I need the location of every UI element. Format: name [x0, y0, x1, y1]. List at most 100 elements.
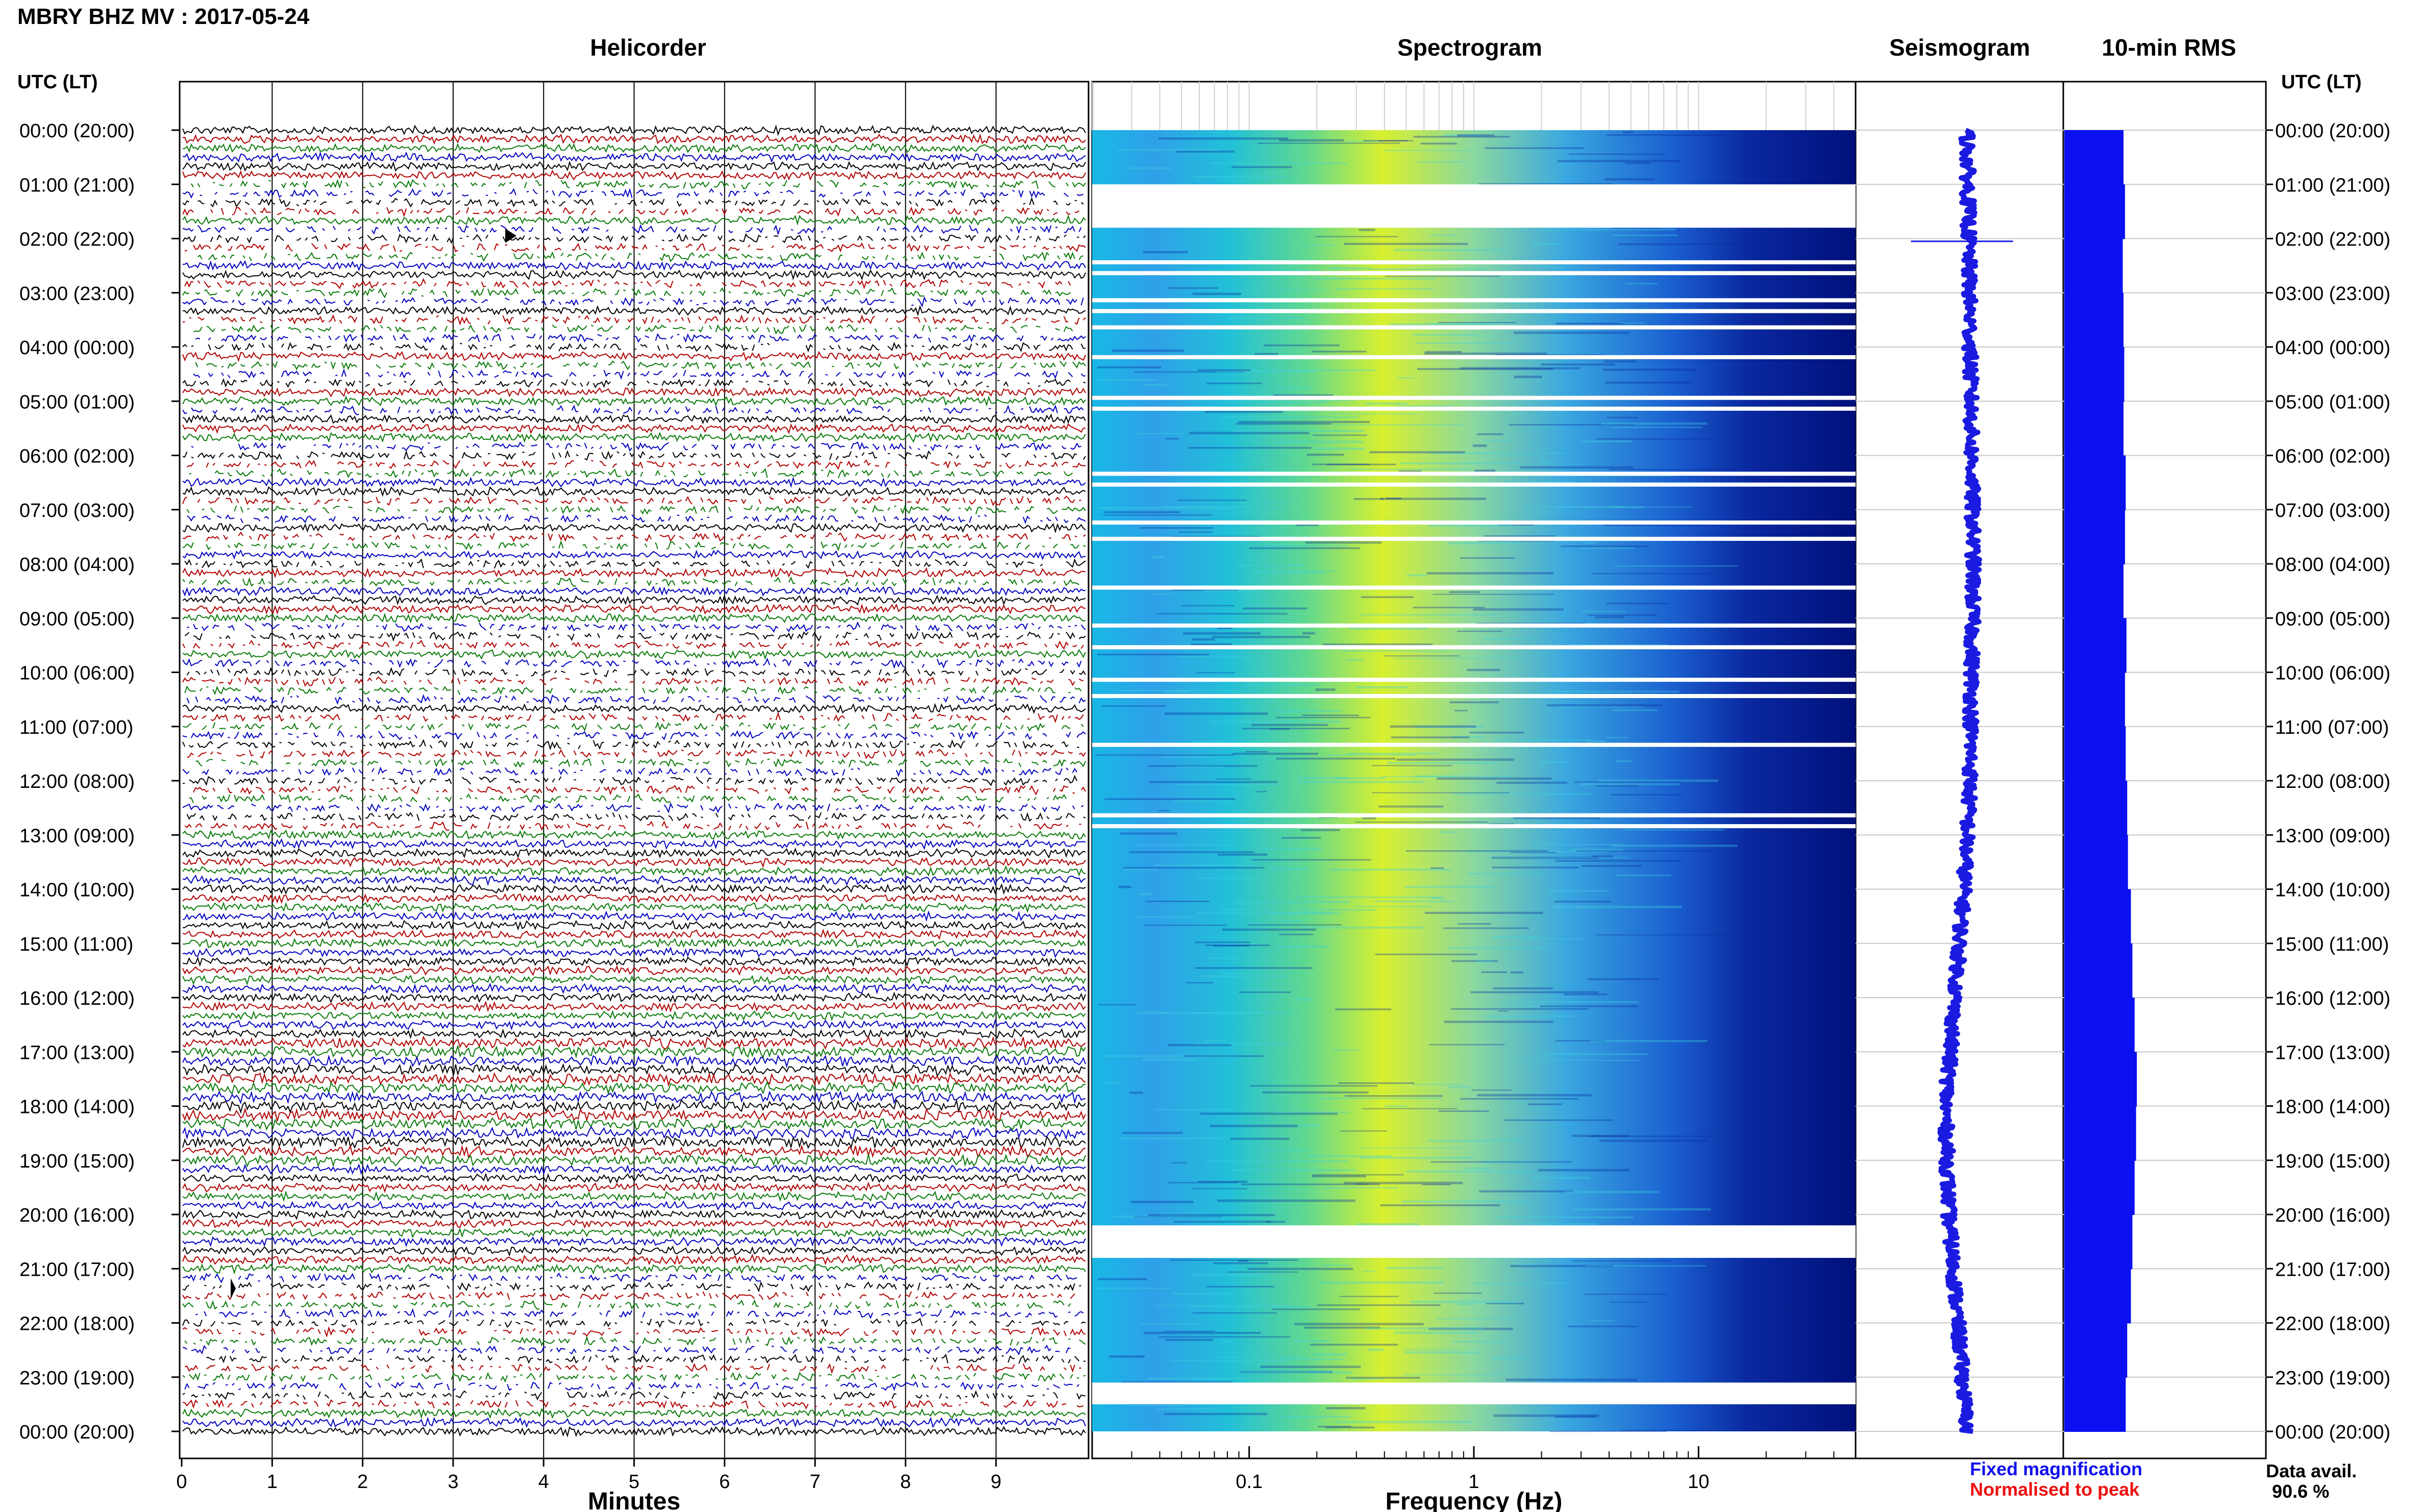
spectrogram-texture	[1399, 470, 1422, 473]
helicorder-trace	[182, 540, 1086, 552]
spectrogram-texture	[1118, 885, 1131, 888]
spectrogram-texture	[1280, 920, 1302, 923]
spectrogram-texture	[1504, 1119, 1613, 1121]
spectrogram-texture	[1279, 1358, 1343, 1360]
spectrogram-texture	[1158, 1336, 1290, 1338]
spectrogram-texture	[1164, 712, 1268, 715]
time-tick-label-right: 19:00 (15:00)	[2275, 1151, 2390, 1172]
helicorder-trace	[182, 531, 1086, 542]
helicorder-trace	[182, 992, 1086, 1004]
spectrogram-texture	[1492, 936, 1539, 939]
spectrogram-texture	[1213, 945, 1250, 947]
spectrogram-texture	[1198, 1410, 1214, 1412]
spectrogram-texture	[1326, 1407, 1366, 1409]
time-tick-label-left: 16:00 (12:00)	[19, 988, 135, 1009]
spectrogram-texture	[1496, 781, 1568, 784]
helicorder-trace	[182, 1126, 1086, 1141]
spectrogram-texture	[1232, 753, 1318, 755]
spectrogram-texture	[1539, 461, 1554, 463]
helicorder-event	[231, 1278, 236, 1299]
spectrogram-texture	[1245, 751, 1268, 753]
spectrogram-texture	[1221, 908, 1276, 911]
spectrogram-texture	[1525, 506, 1623, 508]
rms-bar	[2064, 347, 2125, 402]
spectrogram-texture	[1383, 655, 1460, 657]
spectrogram-texture	[1538, 266, 1550, 267]
helicorder-trace	[182, 603, 1086, 615]
spectrogram-texture	[1510, 1265, 1613, 1268]
spectrogram-texture	[1238, 564, 1304, 567]
spectrogram-texture	[1294, 1323, 1424, 1326]
spectrogram-texture	[1362, 1271, 1375, 1272]
spectrogram-texture	[1192, 1188, 1248, 1189]
spectrogram-texture	[1466, 851, 1608, 853]
spectrogram-texture	[1424, 911, 1543, 914]
spectrogram-texture	[1104, 798, 1236, 800]
spectrogram-x-tick-label: 0.1	[1236, 1471, 1263, 1493]
spectrogram-texture	[1626, 283, 1658, 285]
spectrogram-texture	[1385, 1105, 1407, 1107]
spectrogram-texture	[1144, 924, 1227, 926]
spectrogram-texture	[1422, 1184, 1451, 1185]
spectrogram-texture	[1175, 784, 1283, 785]
spectrogram-texture	[1603, 524, 1725, 526]
spectrogram-texture	[1525, 938, 1586, 940]
helicorder-trace	[182, 1099, 1086, 1114]
spectrogram-texture	[1427, 1139, 1523, 1142]
spectrogram-texture	[1476, 433, 1503, 435]
helicorder-trace	[182, 133, 1086, 145]
spectrogram-texture	[1338, 1082, 1415, 1084]
time-tick-label-left: 00:00 (20:00)	[19, 1422, 135, 1443]
helicorder-trace	[184, 242, 1086, 253]
spectrogram-texture	[1254, 353, 1278, 355]
spectrogram-texture	[1554, 901, 1611, 903]
spectrogram-texture	[1460, 557, 1515, 559]
spectrogram-break	[1092, 271, 1856, 276]
spectrogram-texture	[1611, 426, 1702, 428]
helicorder-trace	[183, 207, 1083, 215]
time-tick-label-left: 13:00 (09:00)	[19, 825, 135, 847]
spectrogram-texture	[1351, 1378, 1386, 1380]
spectrogram-texture	[1189, 432, 1310, 434]
helicorder-trace	[182, 1081, 1086, 1095]
spectrogram-texture	[1222, 928, 1316, 931]
spectrogram-texture	[1139, 893, 1153, 896]
helicorder-trace	[185, 1364, 1085, 1372]
spectrogram-texture	[1312, 1174, 1404, 1176]
spectrogram-texture	[1097, 366, 1162, 368]
spectrogram-texture	[1380, 498, 1487, 500]
helicorder-trace	[182, 1107, 1086, 1123]
rms-bar	[2064, 401, 2124, 456]
spectrogram-texture	[1257, 1149, 1311, 1151]
helicorder-trace	[195, 360, 1086, 370]
spectrogram-texture	[1428, 1327, 1513, 1330]
helicorder-trace	[182, 1253, 1086, 1266]
spectrogram-texture	[1371, 765, 1453, 766]
spectrogram-texture	[1118, 1137, 1227, 1139]
time-tick-label-left: 08:00 (04:00)	[19, 554, 135, 576]
spectrogram-texture	[1599, 1139, 1708, 1142]
helicorder-trace	[184, 631, 1086, 642]
spectrogram-texture	[1340, 1130, 1387, 1132]
spectrogram-texture	[1438, 1110, 1489, 1112]
spectrogram-texture	[1580, 547, 1635, 549]
spectrogram-texture	[1339, 1296, 1399, 1297]
spectrogram-texture	[1239, 369, 1375, 371]
helicorder-trace	[182, 639, 1084, 650]
helicorder-trace	[182, 956, 1086, 968]
helicorder-trace	[182, 1218, 1086, 1229]
spectrogram-texture	[1193, 1012, 1271, 1014]
spectrogram-texture	[1231, 166, 1292, 168]
spectrogram-texture	[1406, 574, 1427, 577]
spectrogram-texture	[1227, 316, 1304, 319]
spectrogram-texture	[1474, 469, 1496, 472]
spectrogram-texture	[1167, 287, 1218, 289]
spectrogram-texture	[1413, 607, 1485, 609]
helicorder-trace	[193, 785, 1086, 796]
helicorder-trace	[191, 442, 1085, 451]
time-tick-label-right: 18:00 (14:00)	[2275, 1097, 2390, 1118]
spectrogram-texture	[1335, 1421, 1472, 1424]
station-title: MBRY BHZ MV : 2017-05-24	[17, 4, 310, 29]
spectrogram-texture	[1374, 900, 1453, 903]
time-axis-label-right: UTC (LT)	[2281, 71, 2362, 93]
